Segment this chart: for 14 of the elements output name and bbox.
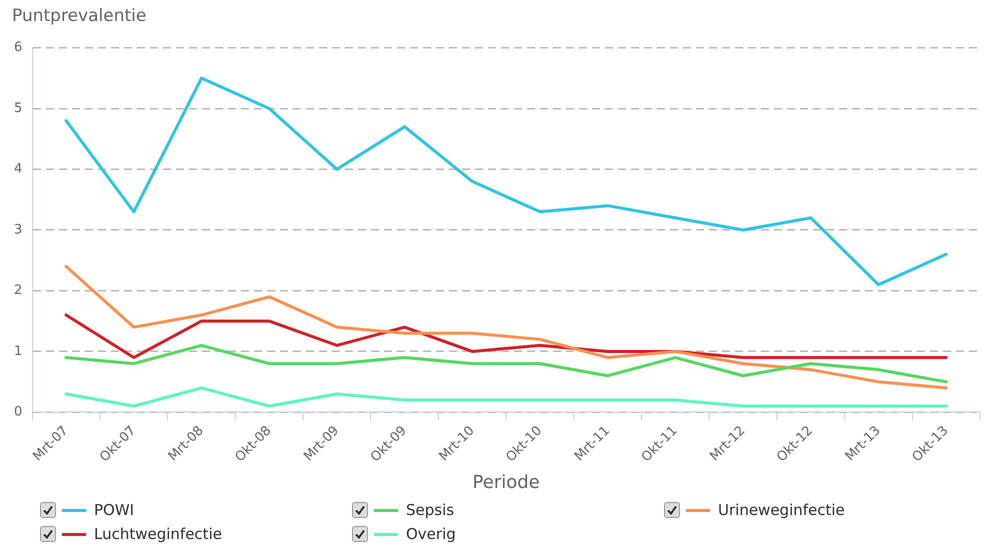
y-axis-title: Puntprevalentie: [12, 6, 146, 26]
legend-label: Overig: [406, 525, 456, 543]
y-tick-label: 5: [14, 100, 22, 116]
y-tick-label: 6: [14, 40, 22, 56]
legend-label: Sepsis: [406, 501, 454, 519]
y-tick-label: 2: [14, 283, 22, 298]
y-tick-label: 0: [14, 404, 22, 420]
x-axis-title: Periode: [472, 472, 540, 493]
y-tick-label: 4: [14, 162, 22, 177]
legend-label: POWI: [94, 501, 134, 519]
legend-label: Urineweginfectie: [718, 501, 845, 519]
legend-label: Luchtweginfectie: [94, 525, 222, 543]
y-tick-label: 3: [14, 222, 22, 238]
y-tick-label: 1: [14, 344, 22, 359]
